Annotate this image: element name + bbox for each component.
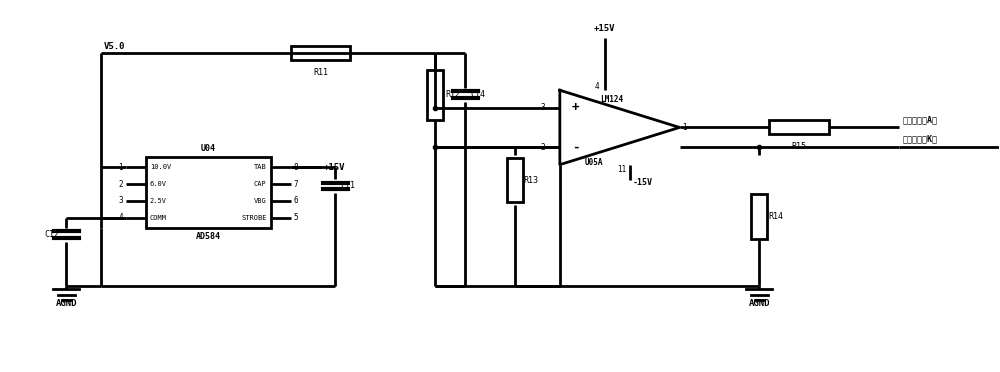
- Text: R15: R15: [792, 142, 807, 151]
- Bar: [507, 158, 523, 202]
- Text: AGND: AGND: [749, 299, 770, 308]
- Text: 6.0V: 6.0V: [150, 181, 167, 187]
- Text: 1: 1: [118, 163, 123, 171]
- Text: CAP: CAP: [254, 181, 267, 187]
- Text: C14: C14: [470, 90, 485, 99]
- Text: R13: R13: [523, 176, 538, 185]
- Text: 4: 4: [118, 213, 123, 222]
- Text: R14: R14: [768, 212, 783, 221]
- Text: +15V: +15V: [323, 163, 345, 171]
- Bar: [769, 121, 829, 134]
- Bar: [427, 70, 443, 119]
- Text: R12: R12: [445, 90, 460, 99]
- Text: 10.0V: 10.0V: [150, 164, 171, 170]
- Text: TAB: TAB: [254, 164, 267, 170]
- Text: 6: 6: [294, 196, 298, 205]
- Text: 3: 3: [540, 103, 545, 112]
- Text: 测温二极管A端: 测温二极管A端: [903, 115, 938, 124]
- Text: -15V: -15V: [633, 178, 653, 187]
- Bar: [146, 157, 271, 228]
- Text: C12: C12: [44, 230, 59, 239]
- Text: -: -: [572, 141, 579, 154]
- Text: 2: 2: [118, 180, 123, 189]
- Text: AD584: AD584: [196, 232, 221, 241]
- Text: +: +: [572, 101, 579, 114]
- Text: 8: 8: [294, 163, 298, 171]
- Text: 2.5V: 2.5V: [150, 198, 167, 204]
- Bar: [751, 195, 767, 239]
- Text: 3: 3: [118, 196, 123, 205]
- Text: U05A: U05A: [585, 158, 603, 167]
- Text: VBG: VBG: [254, 198, 267, 204]
- Text: 11: 11: [617, 165, 627, 174]
- Text: 5: 5: [294, 213, 298, 222]
- Text: AGND: AGND: [55, 299, 77, 308]
- Text: 测温二极管K端: 测温二极管K端: [903, 135, 938, 144]
- Bar: [291, 45, 350, 60]
- Text: COMM: COMM: [150, 215, 167, 221]
- Text: +15V: +15V: [594, 24, 615, 33]
- Text: 7: 7: [294, 180, 298, 189]
- Text: 2: 2: [540, 143, 545, 152]
- Text: LM124: LM124: [600, 95, 623, 104]
- Text: 1: 1: [682, 123, 687, 132]
- Text: STROBE: STROBE: [241, 215, 267, 221]
- Text: C11: C11: [340, 182, 355, 190]
- Text: 4: 4: [595, 82, 599, 91]
- Text: U04: U04: [201, 144, 216, 153]
- Text: R11: R11: [313, 68, 328, 77]
- Text: V5.0: V5.0: [104, 42, 126, 51]
